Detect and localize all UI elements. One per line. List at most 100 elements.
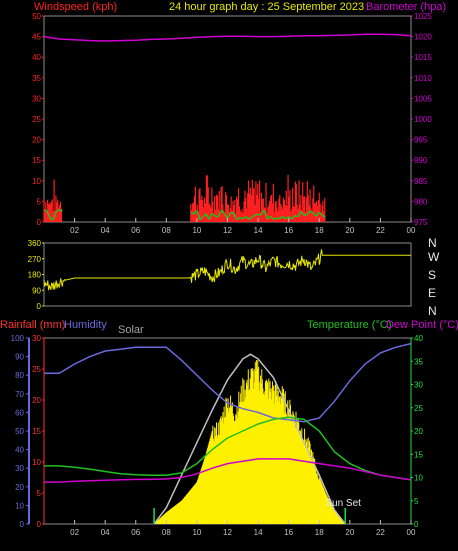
x-tick-20: 20 (345, 226, 354, 235)
sunset-annotation: Sun Set (325, 498, 361, 509)
gust-segment (291, 215, 296, 220)
gust-segment (196, 210, 201, 220)
x-tick-06: 06 (131, 226, 140, 235)
x-tick-02: 02 (70, 226, 79, 235)
gust-segment (58, 209, 63, 212)
wind-tick-25: 25 (32, 115, 41, 124)
wind-tick-0: 0 (37, 218, 42, 227)
gust-segment (318, 211, 323, 216)
baro-tick-985: 985 (414, 177, 428, 186)
gust-segment (251, 214, 256, 218)
hum-tick-60: 60 (15, 408, 24, 417)
gust-segment (273, 217, 277, 220)
baro-tick-975: 975 (414, 218, 428, 227)
x-tick-00: 00 (407, 226, 416, 235)
gust-segment (245, 216, 250, 220)
gust-segment (300, 211, 305, 216)
windspeed-label: Windspeed (kph) (34, 1, 117, 13)
gust-segment (248, 216, 253, 220)
wind-tick-50: 50 (32, 12, 41, 21)
hum-tick-80: 80 (15, 371, 24, 380)
x-tick-20: 20 (345, 528, 354, 537)
gust-segment (236, 216, 241, 221)
gust-segment (52, 211, 57, 221)
x-tick-18: 18 (315, 226, 324, 235)
wind-tick-30: 30 (32, 94, 41, 103)
x-tick-02: 02 (70, 528, 79, 537)
rain-tick-15: 15 (32, 427, 41, 436)
gust-segment (46, 210, 51, 219)
hum-tick-20: 20 (15, 483, 24, 492)
dir-tick-360: 360 (28, 239, 42, 248)
x-tick-10: 10 (192, 528, 201, 537)
gust-segment (55, 209, 60, 212)
wind-x-ticks: 02 04 06 08 10 12 14 16 18 20 22 00 (70, 218, 416, 235)
humidity-label: Humidity (64, 319, 107, 331)
baro-tick-1010: 1010 (414, 74, 432, 83)
temp-tick-5: 5 (414, 497, 419, 506)
gust-segment (309, 210, 314, 214)
rain-tick-5: 5 (37, 489, 42, 498)
humidity-y-ticks: 0 10 20 30 40 50 60 70 80 90 100 (11, 334, 30, 529)
x-tick-18: 18 (315, 528, 324, 537)
temp-tick-15: 15 (414, 450, 423, 459)
solar-max-curve (153, 353, 346, 525)
x-tick-00: 00 (407, 528, 416, 537)
wind-bars (43, 174, 326, 222)
hum-tick-100: 100 (11, 334, 25, 343)
temperature-y-ticks: 0 5 10 15 20 25 30 35 40 (410, 334, 423, 529)
dir-tick-90: 90 (32, 286, 41, 295)
rain-tick-0: 0 (37, 520, 42, 529)
baro-tick-1025: 1025 (414, 12, 432, 21)
rain-tick-10: 10 (32, 458, 41, 467)
compass-W: W (428, 250, 440, 264)
x-tick-16: 16 (284, 226, 293, 235)
dir-tick-180: 180 (28, 271, 42, 280)
x-tick-22: 22 (376, 226, 385, 235)
wind-tick-40: 40 (32, 53, 41, 62)
gust-segment (205, 213, 210, 220)
gust-segment (269, 215, 274, 220)
wind-plot-frame (43, 15, 412, 223)
hum-tick-90: 90 (15, 353, 24, 362)
temp-tick-35: 35 (414, 357, 423, 366)
gust-segment (279, 215, 283, 220)
compass-E: E (428, 286, 436, 300)
gust-segment (242, 215, 247, 220)
gust-segment (315, 211, 320, 217)
solar-area (154, 359, 346, 524)
x-tick-08: 08 (162, 528, 171, 537)
gust-segment (282, 215, 287, 220)
temp-tick-40: 40 (414, 334, 423, 343)
x-tick-10: 10 (192, 226, 201, 235)
hum-tick-30: 30 (15, 464, 24, 473)
baro-tick-990: 990 (414, 156, 428, 165)
wind-tick-35: 35 (32, 74, 41, 83)
rain-y-ticks: 0 5 10 15 20 25 30 (32, 334, 45, 529)
gust-segment (226, 212, 232, 219)
gust-segment (306, 210, 311, 216)
gust-segment (190, 211, 195, 215)
gust-segment (285, 215, 290, 220)
wind-tick-5: 5 (37, 197, 42, 206)
dewpoint-label: Dew Point (°C) (386, 319, 458, 331)
x-tick-22: 22 (376, 528, 385, 537)
rain-tick-30: 30 (32, 334, 41, 343)
gust-segment (303, 213, 308, 216)
hum-tick-10: 10 (15, 501, 24, 510)
x-tick-04: 04 (101, 528, 110, 537)
x-tick-06: 06 (131, 528, 140, 537)
gust-segment (211, 212, 216, 217)
temp-tick-0: 0 (414, 520, 419, 529)
hum-tick-50: 50 (15, 427, 24, 436)
barometer-label: Barometer (hpa) (366, 1, 446, 13)
compass-S: S (428, 268, 436, 282)
wind-tick-10: 10 (32, 177, 41, 186)
compass-N: N (428, 304, 437, 318)
baro-tick-1005: 1005 (414, 94, 432, 103)
direction-line (43, 249, 411, 291)
weather-x-ticks: 02 04 06 08 10 12 14 16 18 20 22 00 (70, 508, 416, 537)
direction-plot-frame (43, 242, 412, 307)
gust-segment (263, 209, 268, 220)
